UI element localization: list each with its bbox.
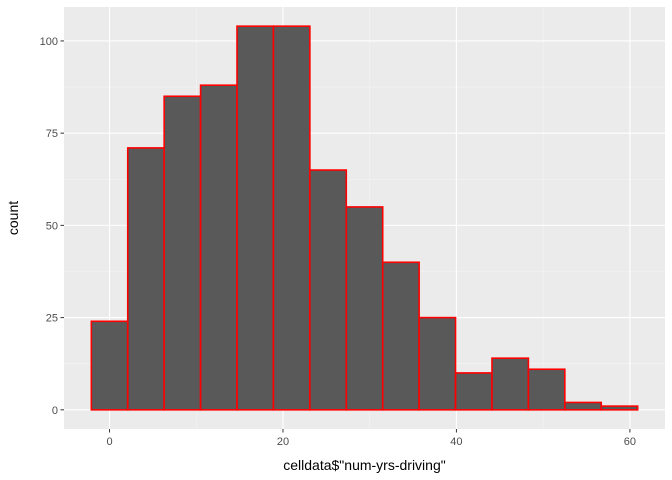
y-axis-ticks: 0 25 50 75 100 [40,36,64,417]
x-tick-label: 40 [450,436,462,448]
histogram-bar [381,261,420,411]
y-tick-label: 25 [46,313,58,325]
histogram-bar [309,169,348,411]
x-tick-label: 20 [277,436,289,448]
histogram-bar [527,368,566,411]
histogram-bar [272,25,311,411]
histogram-bar [199,84,238,411]
histogram-bar [418,316,457,411]
y-tick-label: 100 [40,36,58,48]
y-axis-title: count [5,201,21,235]
histogram-bar [345,206,384,411]
x-tick-label: 0 [106,436,112,448]
histogram-bar [454,372,493,411]
x-tick-label: 60 [624,436,636,448]
histogram-bar [90,320,129,411]
histogram-bar [236,25,275,411]
y-tick-label: 0 [52,405,58,417]
histogram-bar [126,147,165,411]
histogram-bars [90,25,639,411]
histogram-bar [564,401,603,411]
x-axis-title: celldata$"num-yrs-driving" [283,457,445,473]
histogram-bar [163,95,202,411]
histogram-bar [600,405,639,411]
y-tick-label: 75 [46,128,58,140]
x-axis-ticks: 0 20 40 60 [106,429,636,448]
y-tick-label: 50 [46,220,58,232]
histogram-bar [491,357,530,411]
